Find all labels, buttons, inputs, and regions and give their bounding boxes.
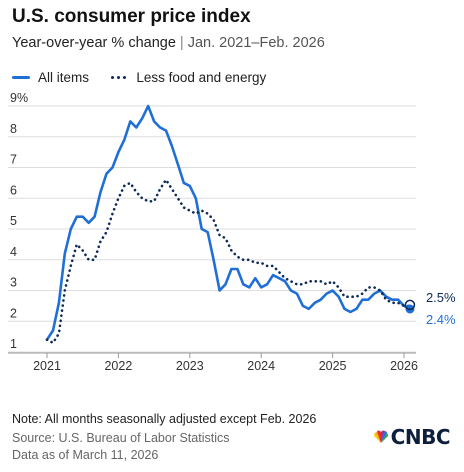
y-tick-label: 1	[10, 337, 17, 351]
x-tick-label-2025: 2025	[319, 359, 347, 373]
x-tick-label-2026: 2026	[390, 359, 418, 373]
series-lines	[45, 104, 412, 345]
y-tick-label: 4	[10, 245, 17, 259]
cnbc-logo: CNBC	[373, 425, 451, 449]
legend-swatch-dotted	[111, 75, 128, 80]
peacock-icon	[373, 430, 388, 443]
x-tick-label-2024: 2024	[247, 359, 275, 373]
subtitle-main: Year-over-year % change	[12, 35, 176, 51]
x-axis: 2021 2022 2023 2024 2025 2026	[8, 352, 418, 373]
cpi-line-chart: 1 2 3 4 5 6 7 8 9% 2021 2022 2023 2024 2025 2026 2.5%…	[8, 91, 456, 373]
chart-title: U.S. consumer price index	[12, 6, 251, 27]
end-marker-core	[404, 299, 416, 311]
series-line-core	[45, 177, 412, 345]
legend-swatch-solid	[12, 76, 30, 79]
source-line: Source: U.S. Bureau of Labor Statistics	[12, 431, 230, 445]
subtitle-separator: |	[179, 35, 184, 51]
logo-wordmark: CNBC	[390, 425, 451, 449]
legend-item-core: Less food and energy	[111, 70, 266, 85]
y-tick-label: 3	[10, 276, 17, 290]
subtitle-date-range: Jan. 2021–Feb. 2026	[187, 35, 325, 51]
x-tick-label-2023: 2023	[176, 359, 204, 373]
x-tick-label-2022: 2022	[104, 359, 132, 373]
legend-item-all-items: All items	[12, 70, 89, 85]
chart-subtitle: Year-over-year % change | Jan. 2021–Feb.…	[12, 35, 325, 51]
x-tick-label-2021: 2021	[33, 359, 61, 373]
y-tick-label: 6	[10, 183, 17, 197]
legend-label-core: Less food and energy	[136, 70, 267, 85]
data-as-of: Data as of March 11, 2026	[12, 448, 159, 462]
series-line-all-items	[45, 104, 412, 341]
end-label-all-items: 2.4%	[426, 312, 456, 327]
legend-label-all-items: All items	[38, 70, 90, 85]
end-label-core: 2.5%	[426, 290, 456, 305]
grid-lines	[8, 105, 416, 353]
y-axis-labels: 1 2 3 4 5 6 7 8 9%	[10, 91, 28, 351]
y-tick-label: 5	[10, 214, 17, 228]
y-tick-label: 2	[10, 306, 17, 320]
y-tick-label: 8	[10, 122, 17, 136]
y-tick-label: 7	[10, 153, 17, 167]
y-tick-label: 9%	[10, 91, 28, 105]
series-end-markers: 2.5% 2.4%	[404, 290, 456, 327]
chart-legend: All items Less food and energy	[12, 70, 288, 85]
footnote: Note: All months seasonally adjusted exc…	[12, 412, 317, 426]
